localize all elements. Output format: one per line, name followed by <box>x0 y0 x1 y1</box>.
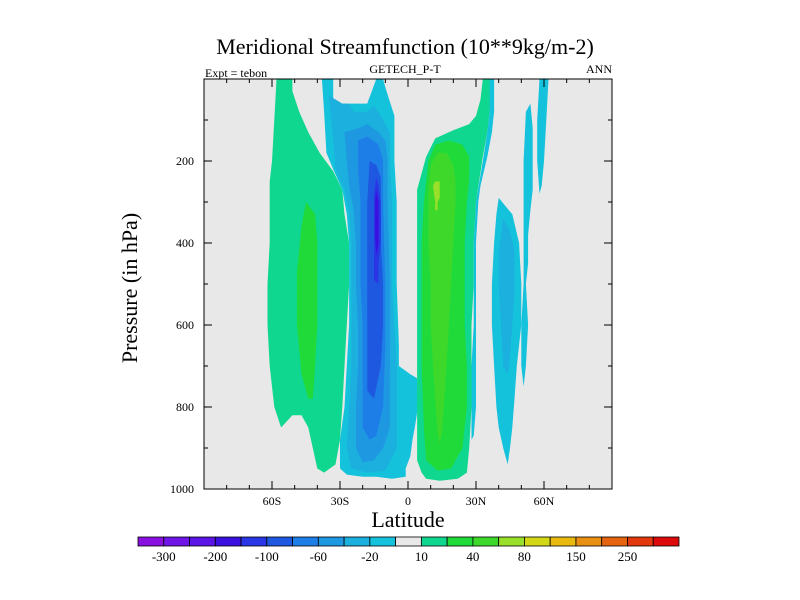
y-tick-label: 600 <box>176 318 194 332</box>
colorbar-label: -20 <box>361 549 378 564</box>
colorbar-label: 40 <box>466 549 479 564</box>
contour-nh-yellowgreen-60 <box>432 181 440 211</box>
colorbar-swatch <box>292 536 319 547</box>
x-axis-label: Latitude <box>371 507 444 532</box>
chart-title: Meridional Streamfunction (10**9kg/m-2) <box>216 34 594 59</box>
colorbar-swatch <box>601 536 628 547</box>
contour-nh-green-40 <box>428 152 456 444</box>
y-tick-label: 1000 <box>170 482 194 496</box>
colorbar-label: 80 <box>518 549 531 564</box>
x-tick-label: 60N <box>534 494 555 508</box>
colorbar-label: 150 <box>566 549 586 564</box>
contour-nh-blue-tongue-core <box>498 218 515 375</box>
colorbar-swatch <box>549 536 577 547</box>
colorbar-label: -300 <box>152 549 176 564</box>
colorbar-swatch <box>189 536 216 547</box>
colorbar-swatch <box>498 536 525 547</box>
y-tick-label: 400 <box>176 236 194 250</box>
colorbar-swatch <box>343 536 371 547</box>
colorbar-swatch <box>446 536 474 547</box>
contour-sh-blue-150 <box>375 189 379 256</box>
x-tick-label: 60S <box>263 494 282 508</box>
x-tick-label: 30N <box>466 494 487 508</box>
contour-sh-green-core <box>296 202 318 399</box>
colorbar-swatch <box>266 536 293 547</box>
contour-nh-lightblue-top-bar <box>537 79 549 194</box>
colorbar-swatch <box>627 536 654 547</box>
colorbar-swatch <box>240 536 268 547</box>
colorbar-label: 10 <box>415 549 428 564</box>
colorbar-swatch <box>395 536 422 547</box>
colorbar: -300 -200 -100 -60 -20 10 40 80 150 250 <box>137 536 680 564</box>
colorbar-label: 250 <box>618 549 638 564</box>
season-label: ANN <box>586 62 612 76</box>
y-axis-label: Pressure (in hPa) <box>117 213 142 363</box>
colorbar-label: -60 <box>310 549 327 564</box>
contour-nh-lightblue-right-strip <box>521 103 533 387</box>
colorbar-label: -200 <box>203 549 227 564</box>
x-tick-label: 30S <box>331 494 350 508</box>
y-tick-label: 200 <box>176 154 194 168</box>
colorbar-swatch <box>137 536 165 547</box>
colorbar-swatch <box>575 536 603 547</box>
contour-plot-area <box>204 79 612 489</box>
colorbar-label: -100 <box>255 549 279 564</box>
experiment-label: Expt = tebon <box>205 66 267 80</box>
colorbar-swatch <box>420 536 448 547</box>
colorbar-swatch <box>317 536 345 547</box>
x-tick-label: 0 <box>405 494 411 508</box>
colorbar-swatch <box>163 536 190 547</box>
colorbar-swatch <box>652 536 680 547</box>
colorbar-swatch <box>524 536 551 547</box>
colorbar-swatch <box>214 536 242 547</box>
y-tick-label: 800 <box>176 400 194 414</box>
colorbar-swatch <box>472 536 500 547</box>
model-label: GETECH_P-T <box>369 62 441 76</box>
plot-axes: 60S 30S 0 30N 60N 200 400 600 800 1000 <box>170 78 613 508</box>
colorbar-swatch <box>369 536 397 547</box>
contour-nh-lightblue-west-strip <box>471 79 495 440</box>
